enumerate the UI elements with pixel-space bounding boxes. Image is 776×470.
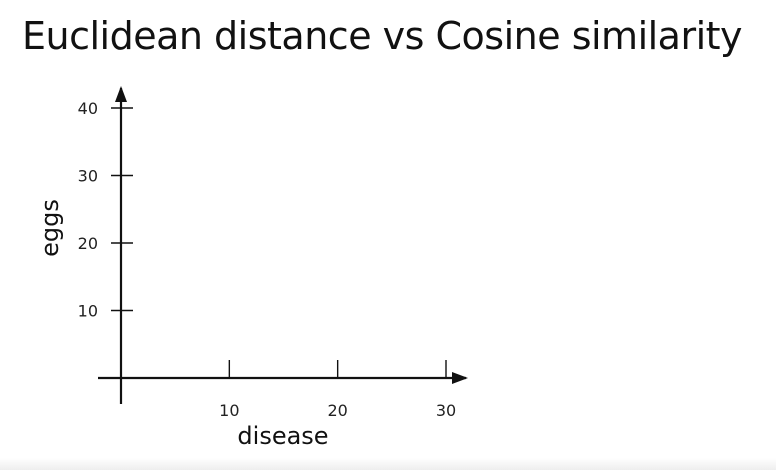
x-axis-label: disease xyxy=(237,422,328,450)
y-tick-label: 10 xyxy=(78,302,98,321)
x-tick-label: 10 xyxy=(219,401,239,420)
x-ticks: 10 20 30 xyxy=(219,360,456,420)
x-tick-label: 30 xyxy=(436,401,456,420)
y-ticks: 10 20 30 40 xyxy=(78,99,133,321)
y-axis-label: eggs xyxy=(36,199,64,257)
slide-title: Euclidean distance vs Cosine similarity xyxy=(22,14,743,58)
y-tick-label: 30 xyxy=(78,167,98,186)
bottom-bar xyxy=(0,458,776,470)
y-tick-label: 20 xyxy=(78,234,98,253)
x-tick-label: 20 xyxy=(327,401,347,420)
y-tick-label: 40 xyxy=(78,99,98,118)
